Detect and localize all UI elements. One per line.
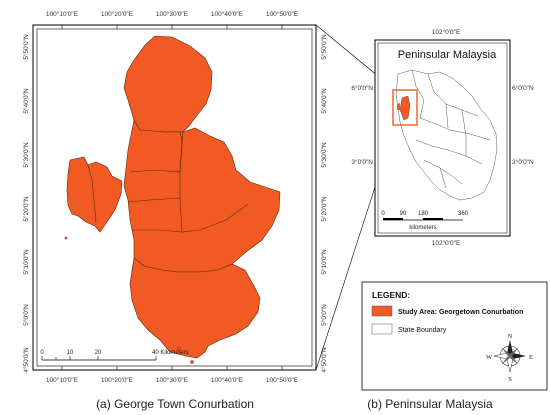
peninsula-outline — [395, 69, 498, 201]
legend-swatch-study-area — [371, 305, 393, 317]
inset-map: Peninsular Malaysia 102°0'0"E 102°0'0"E … — [351, 28, 534, 247]
main-left-tick: 5°10'0"N — [22, 249, 30, 275]
inset-scale-label: 0 — [381, 211, 385, 217]
inset-top-tick: 102°0'0"E — [432, 28, 461, 36]
district-boundary — [132, 229, 183, 233]
district-boundary — [127, 172, 181, 203]
main-bottom-tick: 100°30'0"E — [156, 376, 189, 384]
main-left-tick: 5°40'0"N — [22, 88, 30, 114]
main-left-tick: 5°0'0"N — [22, 304, 30, 326]
main-right-tick: 5°30'0"N — [320, 142, 328, 168]
main-right-tick: 5°0'0"N — [320, 304, 328, 326]
penang-island-divider — [87, 164, 97, 223]
main-left-tick: 4°50'0"N — [22, 347, 30, 373]
main-map-inner-frame — [36, 28, 313, 367]
main-top-tick: 100°10'0"E — [46, 10, 79, 18]
legend-frame — [361, 281, 548, 391]
penang-island — [66, 156, 123, 233]
mainland-central — [123, 119, 281, 273]
main-left-tick: 5°50'0"N — [22, 34, 30, 60]
compass-east: E — [529, 354, 533, 361]
inset-title: Peninsular Malaysia — [398, 49, 497, 61]
inset-scale-label: 90 — [400, 211, 407, 217]
main-top-ticks: 100°10'0"E 100°20'0"E 100°30'0"E 100°40'… — [46, 10, 299, 29]
main-bottom-ticks: 100°10'0"E 100°20'0"E 100°30'0"E 100°40'… — [46, 366, 299, 384]
main-right-tick: 5°40'0"N — [320, 88, 328, 114]
scale-label: 10 — [67, 350, 74, 356]
legend-label-state-boundary: State Boundary — [398, 327, 447, 334]
district-boundary — [179, 131, 183, 173]
scale-label: 20 — [95, 350, 102, 356]
main-top-tick: 100°50'0"E — [266, 10, 299, 18]
inset-inner-frame — [377, 42, 508, 234]
main-right-tick: 4°50'0"N — [320, 347, 328, 373]
main-top-tick: 100°30'0"E — [156, 10, 189, 18]
inset-scale-unit: kilometers — [409, 225, 436, 231]
inset-scale-label: 180 — [418, 211, 429, 217]
main-right-tick: 5°50'0"N — [320, 34, 328, 60]
main-right-tick: 5°10'0"N — [320, 249, 328, 275]
scale-label: 0 — [40, 350, 44, 356]
inset-right-tick: 3°0'0"N — [512, 158, 534, 166]
main-left-tick: 5°30'0"N — [22, 142, 30, 168]
main-top-tick: 100°20'0"E — [101, 10, 134, 18]
main-top-tick: 100°40'0"E — [211, 10, 244, 18]
compass-west: W — [486, 354, 493, 361]
inset-left-tick: 6°0'0"N — [351, 84, 373, 92]
main-right-tick: 5°20'0"N — [320, 196, 328, 222]
legend-swatch-state-boundary — [371, 323, 393, 335]
main-scale-bar: 0 10 20 40 Kilometers — [40, 350, 189, 361]
compass-south: S — [508, 376, 512, 383]
peninsula-states — [395, 69, 498, 201]
legend-title: LEGEND: — [372, 290, 410, 300]
main-left-ticks: 5°50'0"N 5°40'0"N 5°30'0"N 5°20'0"N 5°10… — [22, 34, 30, 373]
main-bottom-tick: 100°20'0"E — [101, 376, 134, 384]
main-right-ticks: 5°50'0"N 5°40'0"N 5°30'0"N 5°20'0"N 5°10… — [320, 34, 328, 373]
caption-peninsular-malaysia: (b) Peninsular Malaysia — [367, 397, 493, 411]
scale-label: 40 Kilometers — [152, 350, 189, 356]
main-bottom-tick: 100°50'0"E — [266, 376, 299, 384]
inset-right-tick: 6°0'0"N — [512, 84, 534, 92]
inset-highlight — [392, 89, 418, 126]
main-bottom-tick: 100°40'0"E — [211, 376, 244, 384]
inset-locator-box — [392, 89, 418, 126]
inset-scale-bar: 0 90 180 360 kilometers — [381, 211, 468, 231]
legend-label-study-area: Study Area: Georgetown Conurbation — [398, 309, 523, 316]
legend: LEGEND: Study Area: Georgetown Conurbati… — [361, 281, 548, 391]
inset-bottom-tick: 102°0'0"E — [432, 239, 461, 247]
study-area — [66, 35, 281, 359]
district-boundary — [179, 197, 249, 233]
main-left-tick: 5°20'0"N — [22, 196, 30, 222]
small-islands — [64, 236, 194, 364]
compass-north: N — [508, 333, 513, 340]
compass-rose-icon: N S E W — [486, 333, 533, 383]
mainland-south — [129, 257, 261, 359]
inset-left-tick: 3°0'0"N — [351, 158, 373, 166]
main-map: 100°10'0"E 100°20'0"E 100°30'0"E 100°40'… — [22, 10, 328, 384]
main-bottom-tick: 100°10'0"E — [46, 376, 79, 384]
inset-scale-label: 360 — [458, 211, 469, 217]
caption-george-town: (a) George Town Conurbation — [96, 397, 254, 411]
